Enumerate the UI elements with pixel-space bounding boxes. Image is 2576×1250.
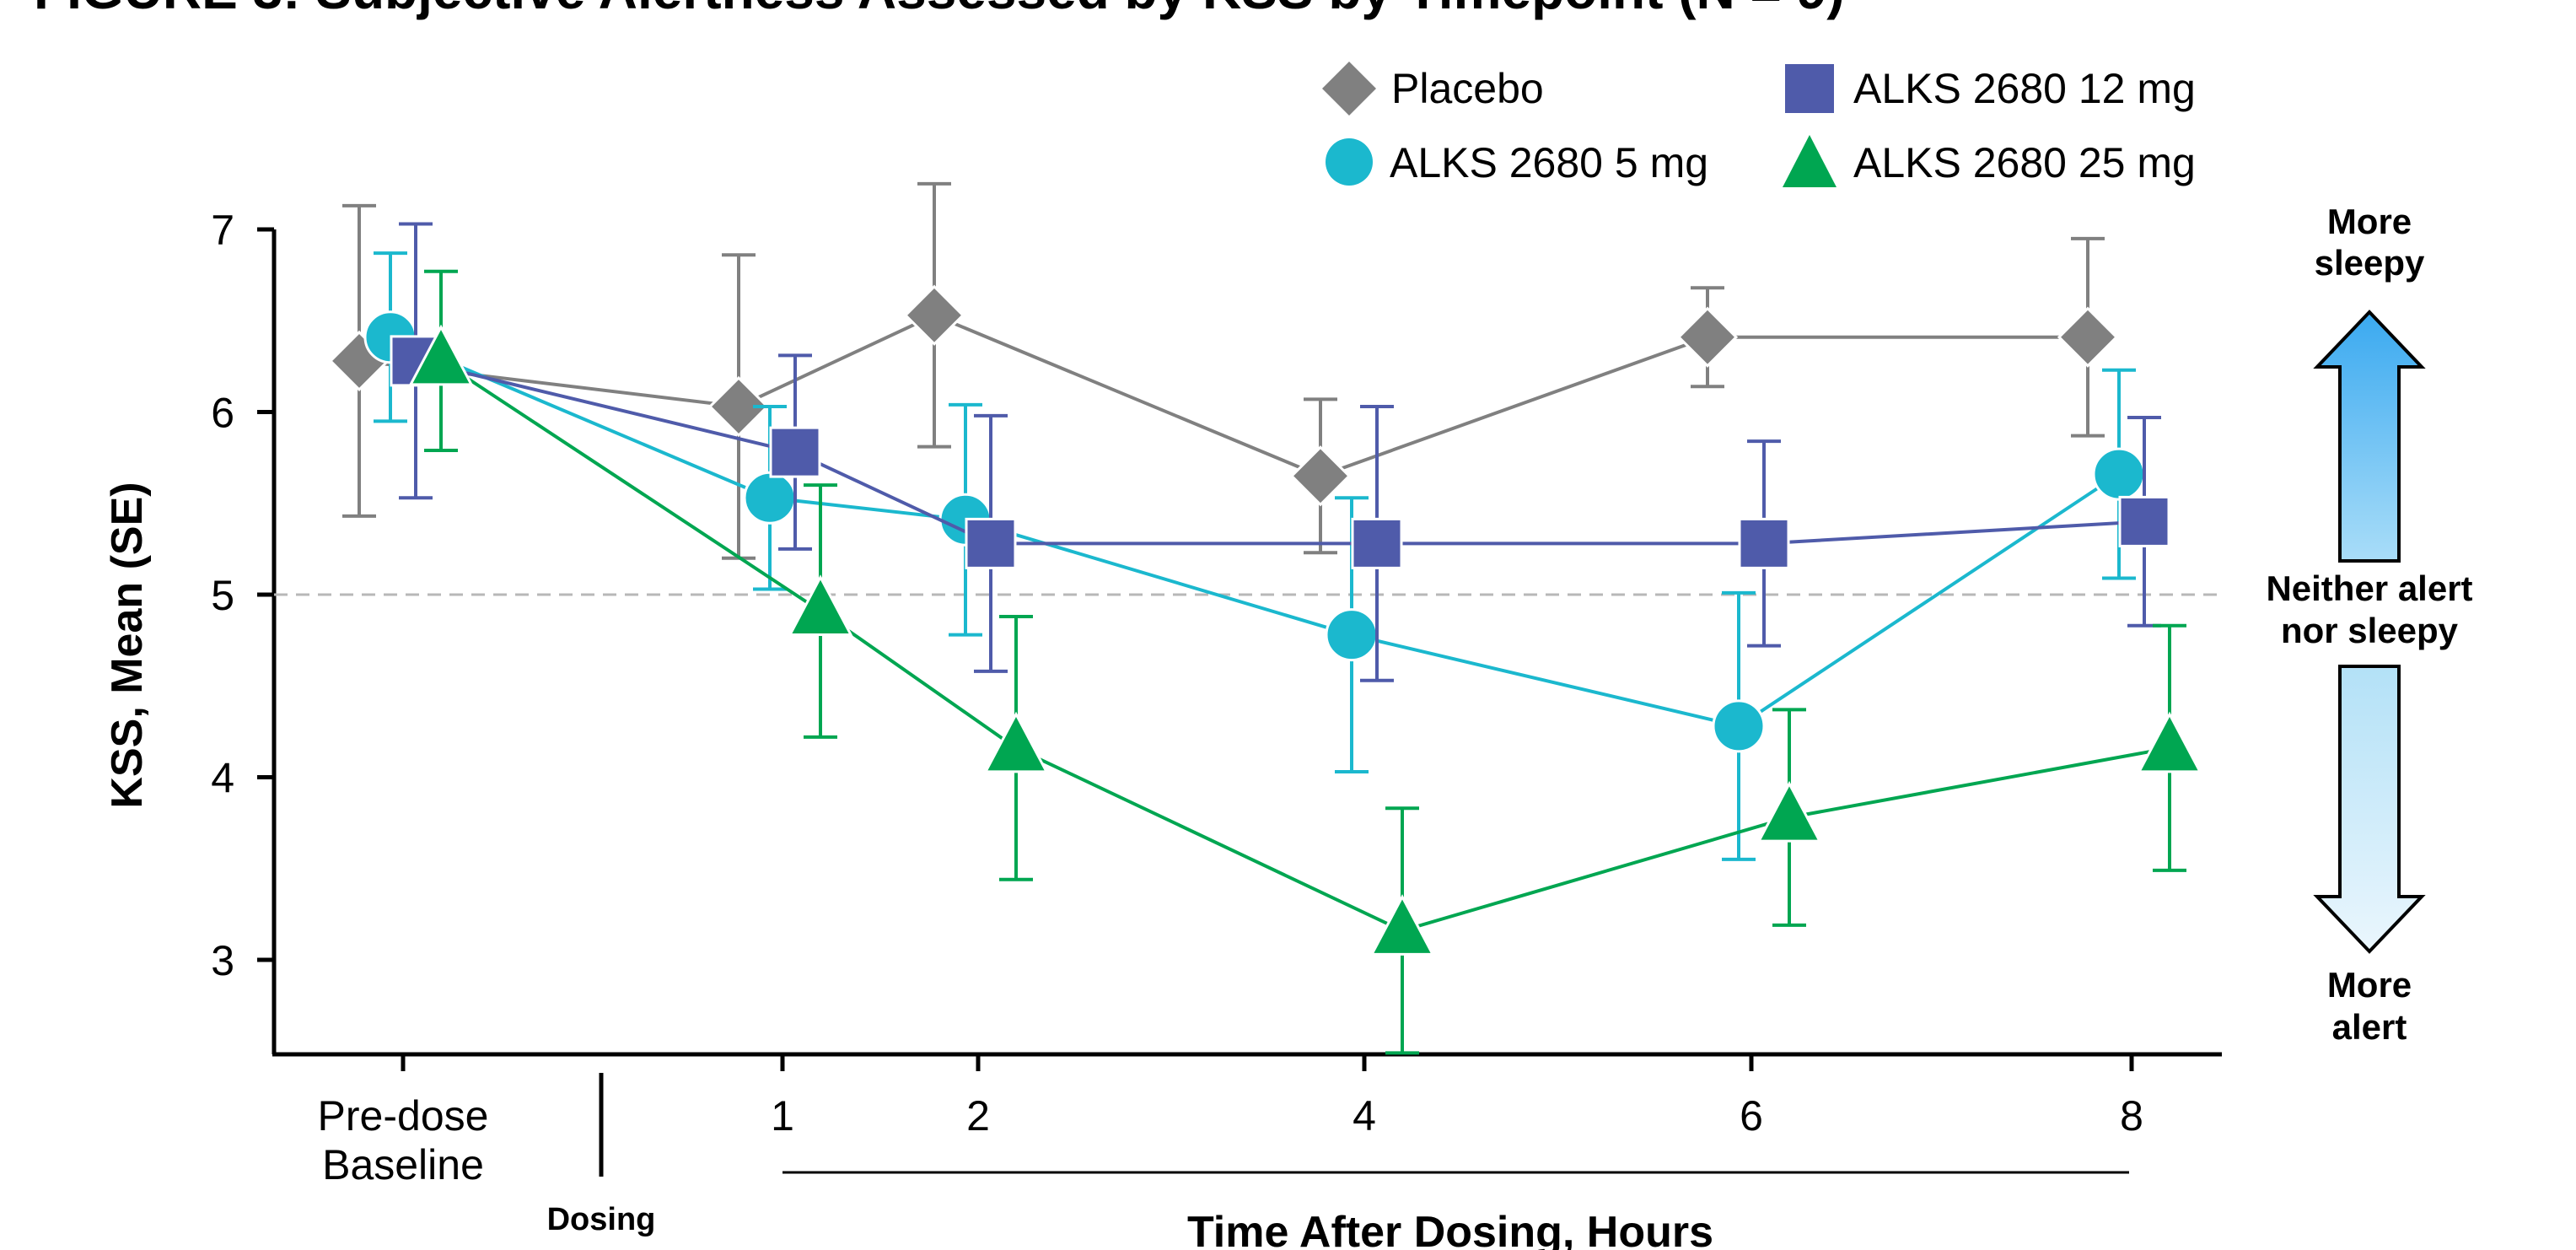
chart-title: FIGURE 3: Subjective Alertness Assessed … [34,0,1845,20]
series-line [358,313,2088,478]
data-point-diamond [707,375,770,438]
neither-line1: Neither alert [2266,568,2472,608]
legend-marker-triangle [1783,135,1837,187]
data-point-circle [1325,608,1379,662]
more-sleepy-line2: sleepy [2315,243,2425,283]
data-point-diamond [2057,306,2119,368]
down-arrow-icon [2313,665,2426,954]
dosing-label: Dosing [547,1202,656,1237]
data-point-square [965,517,1017,569]
legend-marker-diamond [1322,62,1376,116]
x-tick-label: 6 [1740,1092,1763,1140]
y-tick-label: 5 [211,572,234,619]
x-tick-label: 8 [2120,1092,2143,1140]
x-tick-label: 4 [1353,1092,1376,1140]
legend-label: ALKS 2680 5 mg [1390,139,1708,186]
data-point-triangle [1369,894,1435,956]
x-axis-title: Time After Dosing, Hours [1187,1208,1713,1250]
data-point-diamond [1289,445,1352,507]
series-line [415,358,2145,546]
data-point-square [1738,517,1790,569]
y-tick-label: 3 [211,937,234,984]
data-point-circle [1712,699,1766,753]
y-tick-label: 6 [211,390,234,437]
data-point-square [2118,495,2170,547]
more-alert-line1: More [2327,965,2412,1005]
data-point-triangle [408,324,474,386]
x-tick-label: 2 [966,1092,990,1140]
more-sleepy-line1: More [2327,202,2412,241]
data-point-square [1351,517,1403,569]
data-point-circle [743,471,797,525]
y-axis-title: KSS, Mean (SE) [103,482,152,808]
series-alks-2680-5-mg [363,251,2146,861]
series-alks-2680-12-mg [390,222,2170,682]
data-point-triangle [1756,780,1822,843]
data-point-diamond [903,284,965,346]
legend: Placebo ALKS 2680 5 mg ALKS 2680 12 mg A… [1322,62,2196,187]
legend-label: ALKS 2680 12 mg [1853,65,2196,112]
data-point-diamond [1676,306,1739,368]
legend-marker-square [1785,64,1834,113]
up-arrow-icon [2313,310,2426,563]
data-point-triangle [788,574,853,636]
series-layer [328,181,2202,1055]
data-point-triangle [983,711,1049,773]
x-tick-label: Baseline [322,1141,484,1188]
data-point-circle [2092,447,2146,501]
legend-item-12mg: ALKS 2680 12 mg [1785,64,2196,113]
legend-item-5mg: ALKS 2680 5 mg [1326,138,1708,186]
series-alks-2680-25-mg [408,269,2202,1055]
x-tick-label: 1 [771,1092,794,1140]
y-axis-ticks: 3 4 5 6 7 [211,207,274,984]
series-line [439,359,2170,933]
legend-item-25mg: ALKS 2680 25 mg [1783,135,2196,187]
data-point-triangle [2137,711,2202,773]
data-point-square [769,426,821,478]
series-line [390,335,2121,729]
x-tick-label: Pre-dose [318,1092,489,1140]
legend-item-placebo: Placebo [1322,62,1544,116]
neither-line2: nor sleepy [2281,611,2459,650]
alertness-scale-annotation: More sleepy Neither alert nor sleepy Mor… [2266,202,2472,1047]
y-tick-label: 7 [211,207,234,254]
more-alert-line2: alert [2332,1007,2407,1047]
legend-label: Placebo [1391,65,1544,112]
legend-marker-circle [1326,138,1373,186]
legend-label: ALKS 2680 25 mg [1853,139,2196,186]
y-tick-label: 4 [211,755,234,802]
series-placebo [328,181,2119,560]
